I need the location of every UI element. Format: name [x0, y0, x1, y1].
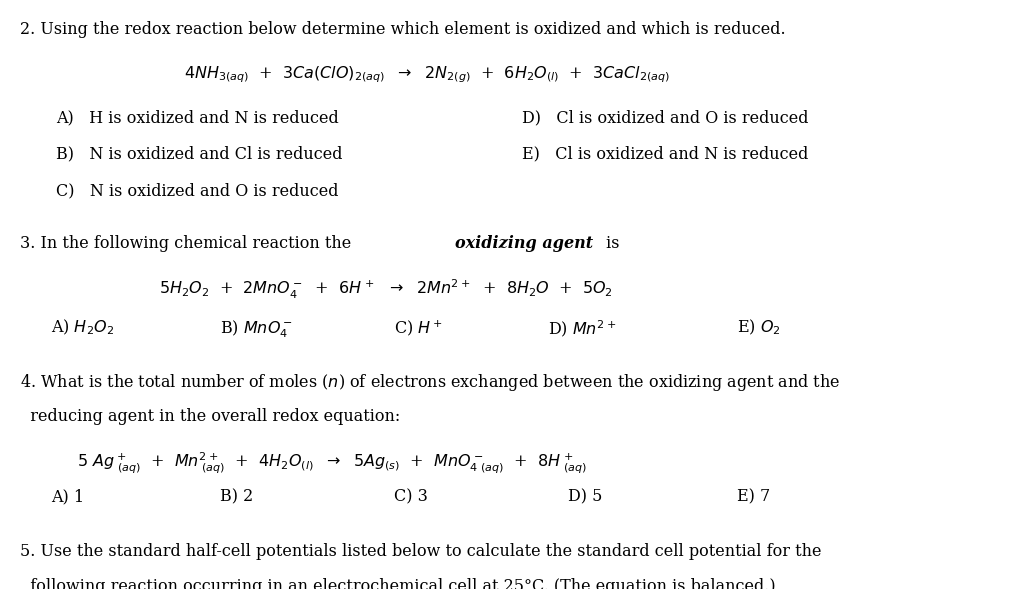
Text: E)   Cl is oxidized and N is reduced: E) Cl is oxidized and N is reduced: [522, 145, 809, 163]
Text: C) $H^+$: C) $H^+$: [394, 318, 443, 337]
Text: 2. Using the redox reaction below determine which element is oxidized and which : 2. Using the redox reaction below determ…: [20, 21, 786, 38]
Text: following reaction occurring in an electrochemical cell at 25°C. (The equation i: following reaction occurring in an elect…: [20, 578, 776, 589]
Text: reducing agent in the overall redox equation:: reducing agent in the overall redox equa…: [20, 408, 400, 425]
Text: A)   H is oxidized and N is reduced: A) H is oxidized and N is reduced: [56, 109, 339, 126]
Text: E) 7: E) 7: [737, 489, 770, 506]
Text: D) 5: D) 5: [568, 489, 603, 506]
Text: C)   N is oxidized and O is reduced: C) N is oxidized and O is reduced: [56, 182, 339, 199]
Text: A) $H_2O_2$: A) $H_2O_2$: [51, 318, 115, 337]
Text: $5\ Ag^+_{\ (aq)}$  +  $Mn^{2+}_{\ (aq)}$  +  $4H_2O_{(l)}$  $\rightarrow$  $5Ag: $5\ Ag^+_{\ (aq)}$ + $Mn^{2+}_{\ (aq)}$ …: [77, 451, 587, 476]
Text: 4. What is the total number of moles ($\mathit{n}$) of electrons exchanged betwe: 4. What is the total number of moles ($\…: [20, 372, 841, 393]
Text: C) 3: C) 3: [394, 489, 428, 506]
Text: is: is: [601, 235, 620, 252]
Text: oxidizing agent: oxidizing agent: [455, 235, 593, 252]
Text: B)   N is oxidized and Cl is reduced: B) N is oxidized and Cl is reduced: [56, 145, 343, 163]
Text: 3. In the following chemical reaction the: 3. In the following chemical reaction th…: [20, 235, 356, 252]
Text: A) 1: A) 1: [51, 489, 84, 506]
Text: D)   Cl is oxidized and O is reduced: D) Cl is oxidized and O is reduced: [522, 109, 809, 126]
Text: $4NH_{3(aq)}$  +  $3Ca(ClO)_{2(aq)}$  $\rightarrow$  $2N_{2(g)}$  +  $6H_2O_{(l): $4NH_{3(aq)}$ + $3Ca(ClO)_{2(aq)}$ $\rig…: [184, 65, 671, 85]
Text: B) 2: B) 2: [220, 489, 253, 506]
Text: $5H_2O_2$  +  $2MnO_4^-$  +  $6H^+$  $\rightarrow$  $2Mn^{2+}$  +  $8H_2O$  +  $: $5H_2O_2$ + $2MnO_4^-$ + $6H^+$ $\righta…: [159, 278, 612, 301]
Text: D) $Mn^{2+}$: D) $Mn^{2+}$: [548, 318, 616, 339]
Text: E) $O_2$: E) $O_2$: [737, 318, 781, 337]
Text: B) $MnO_4^-$: B) $MnO_4^-$: [220, 318, 293, 340]
Text: 5. Use the standard half-cell potentials listed below to calculate the standard : 5. Use the standard half-cell potentials…: [20, 543, 822, 560]
